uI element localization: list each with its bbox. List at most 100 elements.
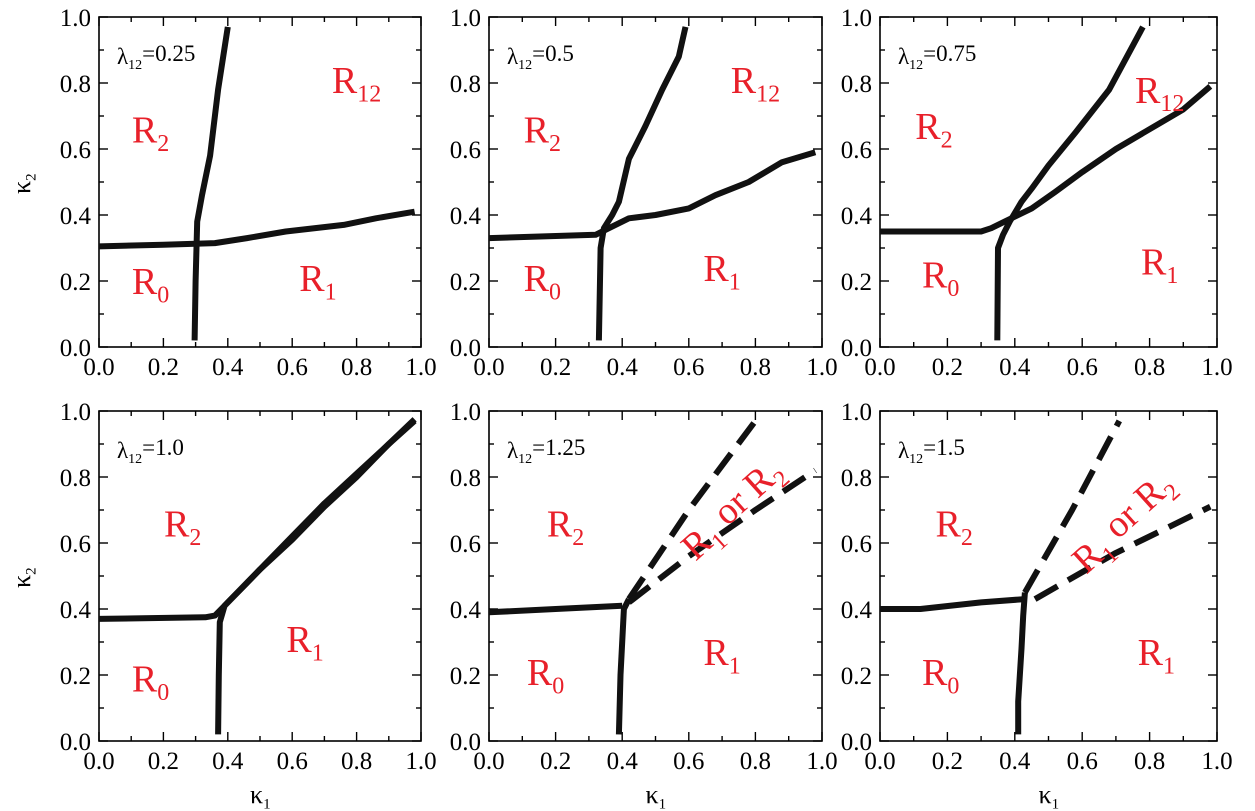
text-base: R (703, 632, 729, 674)
panel-4: 0.0 0.2 0.4 0.6 0.8 1.00.00.20.40.60.81.0κ1κ2… (7, 399, 437, 811)
panel-parameter-label: λ12=0.5 (507, 41, 574, 73)
boundary-curve-2 (615, 597, 632, 735)
boundary-curve-1 (880, 84, 1213, 235)
text-base: R (922, 255, 948, 297)
panel-parameter-label: λ12=1.25 (507, 435, 585, 467)
text-base: R (286, 619, 312, 661)
text-subscript: 2 (961, 525, 973, 551)
y-tick-label: 1.0 (450, 399, 481, 426)
x-tick-label: 0.0 (473, 354, 504, 381)
text-subscript: 1 (1052, 796, 1060, 811)
text-base: κ (1039, 780, 1052, 809)
y-tick-label: 0.4 (450, 203, 482, 230)
y-tick-label: 0.2 (60, 663, 91, 690)
text-subscript: 0 (947, 673, 959, 699)
boundary-curve-3 (1022, 419, 1122, 594)
panel-3: 0.0 0.2 0.4 0.6 0.8 1.00.00.20.40.60.81.0λ12=… (841, 5, 1233, 381)
y-tick-label: 0.0 (60, 729, 91, 756)
x-tick-label: 1.0 (806, 748, 837, 775)
text-base: κ (7, 575, 36, 588)
panel-6: 0.0 0.2 0.4 0.6 0.8 1.00.00.20.40.60.81.0κ1λ1… (841, 399, 1233, 811)
text-subscript: 2 (941, 128, 953, 154)
y-tick-label: 0.2 (450, 663, 481, 690)
panel-2: 0.0 0.2 0.4 0.6 0.8 1.00.00.20.40.60.81.0λ12=… (450, 5, 838, 381)
text-base: R (524, 109, 550, 151)
plot-frame (879, 16, 1218, 348)
region-label-R1: R1 (1141, 241, 1178, 288)
text-base: R (1135, 70, 1161, 112)
y-tick-label: 0.2 (60, 269, 91, 296)
y-tick-label: 0.6 (60, 531, 91, 558)
boundary-curve-2 (595, 26, 689, 341)
text-base: κ (250, 780, 263, 809)
text-subscript: 0 (549, 279, 561, 305)
region-label-R2: R2 (132, 109, 169, 156)
x-tick-label: 0.4 (999, 748, 1031, 775)
text-suffix: =0.25 (142, 41, 195, 66)
boundary-curve-2 (994, 25, 1146, 341)
y-tick-label: 1.0 (60, 399, 91, 426)
text-base: R (915, 106, 941, 148)
y-axis-label: κ2 (7, 173, 39, 194)
region-label-R1: R1 (703, 632, 740, 679)
text-subscript: 0 (552, 673, 564, 699)
text-suffix: =1.0 (142, 435, 184, 460)
x-tick-label: 0.8 (341, 354, 372, 381)
y-tick-label: 1.0 (841, 5, 872, 32)
text-suffix: =1.25 (532, 435, 585, 460)
panel-parameter-label: λ12=0.25 (117, 41, 195, 73)
text-subscript: 2 (23, 173, 39, 181)
text-suffix: =0.75 (923, 41, 976, 66)
text-base: R (132, 261, 158, 303)
x-tick-label: 0.0 (83, 748, 114, 775)
y-tick-label: 0.8 (60, 465, 91, 492)
region-label-R0: R0 (922, 255, 959, 302)
x-tick-label: 0.6 (1067, 354, 1098, 381)
text-base: R (299, 258, 325, 300)
y-tick-label: 0.4 (841, 203, 873, 230)
region-label-R1: R1 (1138, 632, 1175, 679)
text-suffix: =0.5 (532, 41, 574, 66)
y-tick-label: 0.2 (450, 269, 481, 296)
y-tick-label: 0.8 (60, 71, 91, 98)
x-tick-label: 0.8 (740, 748, 771, 775)
x-tick-label: 0.0 (864, 748, 895, 775)
text-base: R (935, 503, 961, 545)
text-subscript: 12 (128, 452, 142, 467)
y-tick-label: 0.4 (841, 597, 873, 624)
y-tick-label: 0.4 (60, 203, 92, 230)
text-base: λ (507, 44, 519, 69)
x-tick-label: 1.0 (405, 748, 436, 775)
x-tick-label: 0.4 (212, 748, 244, 775)
x-tick-label: 1.0 (405, 354, 436, 381)
panel-parameter-label: λ12=0.75 (898, 41, 976, 73)
text-base: κ (646, 780, 659, 809)
y-tick-label: 0.6 (450, 531, 481, 558)
y-tick-label: 0.0 (841, 335, 872, 362)
x-tick-label: 0.4 (607, 748, 639, 775)
region-label-R12: R12 (731, 60, 780, 107)
region-label-R1: R1 (703, 248, 740, 295)
text-subscript: 12 (909, 58, 923, 73)
x-tick-label: 0.0 (473, 748, 504, 775)
y-tick-label: 0.8 (450, 71, 481, 98)
region-label-R2: R2 (935, 503, 972, 550)
x-tick-label: 0.6 (673, 354, 704, 381)
x-tick-label: 0.6 (277, 748, 308, 775)
x-tick-label: 0.6 (277, 354, 308, 381)
region-label-R12: R12 (1135, 70, 1184, 117)
text-base: or R (1089, 471, 1174, 554)
y-tick-label: 0.2 (841, 269, 872, 296)
text-subscript: 1 (659, 796, 667, 811)
y-tick-label: 0.4 (450, 597, 482, 624)
y-tick-label: 0.8 (450, 465, 481, 492)
text-base: R (703, 248, 729, 290)
panel-parameter-label: λ12=1.5 (898, 435, 965, 467)
x-tick-label: 0.4 (607, 354, 639, 381)
text-subscript: 12 (756, 81, 780, 107)
x-tick-label: 0.8 (1134, 748, 1165, 775)
text-base: R (332, 60, 358, 102)
x-tick-label: 0.0 (864, 354, 895, 381)
region-label-r1-or-r2: R1 or R2 (670, 450, 798, 573)
